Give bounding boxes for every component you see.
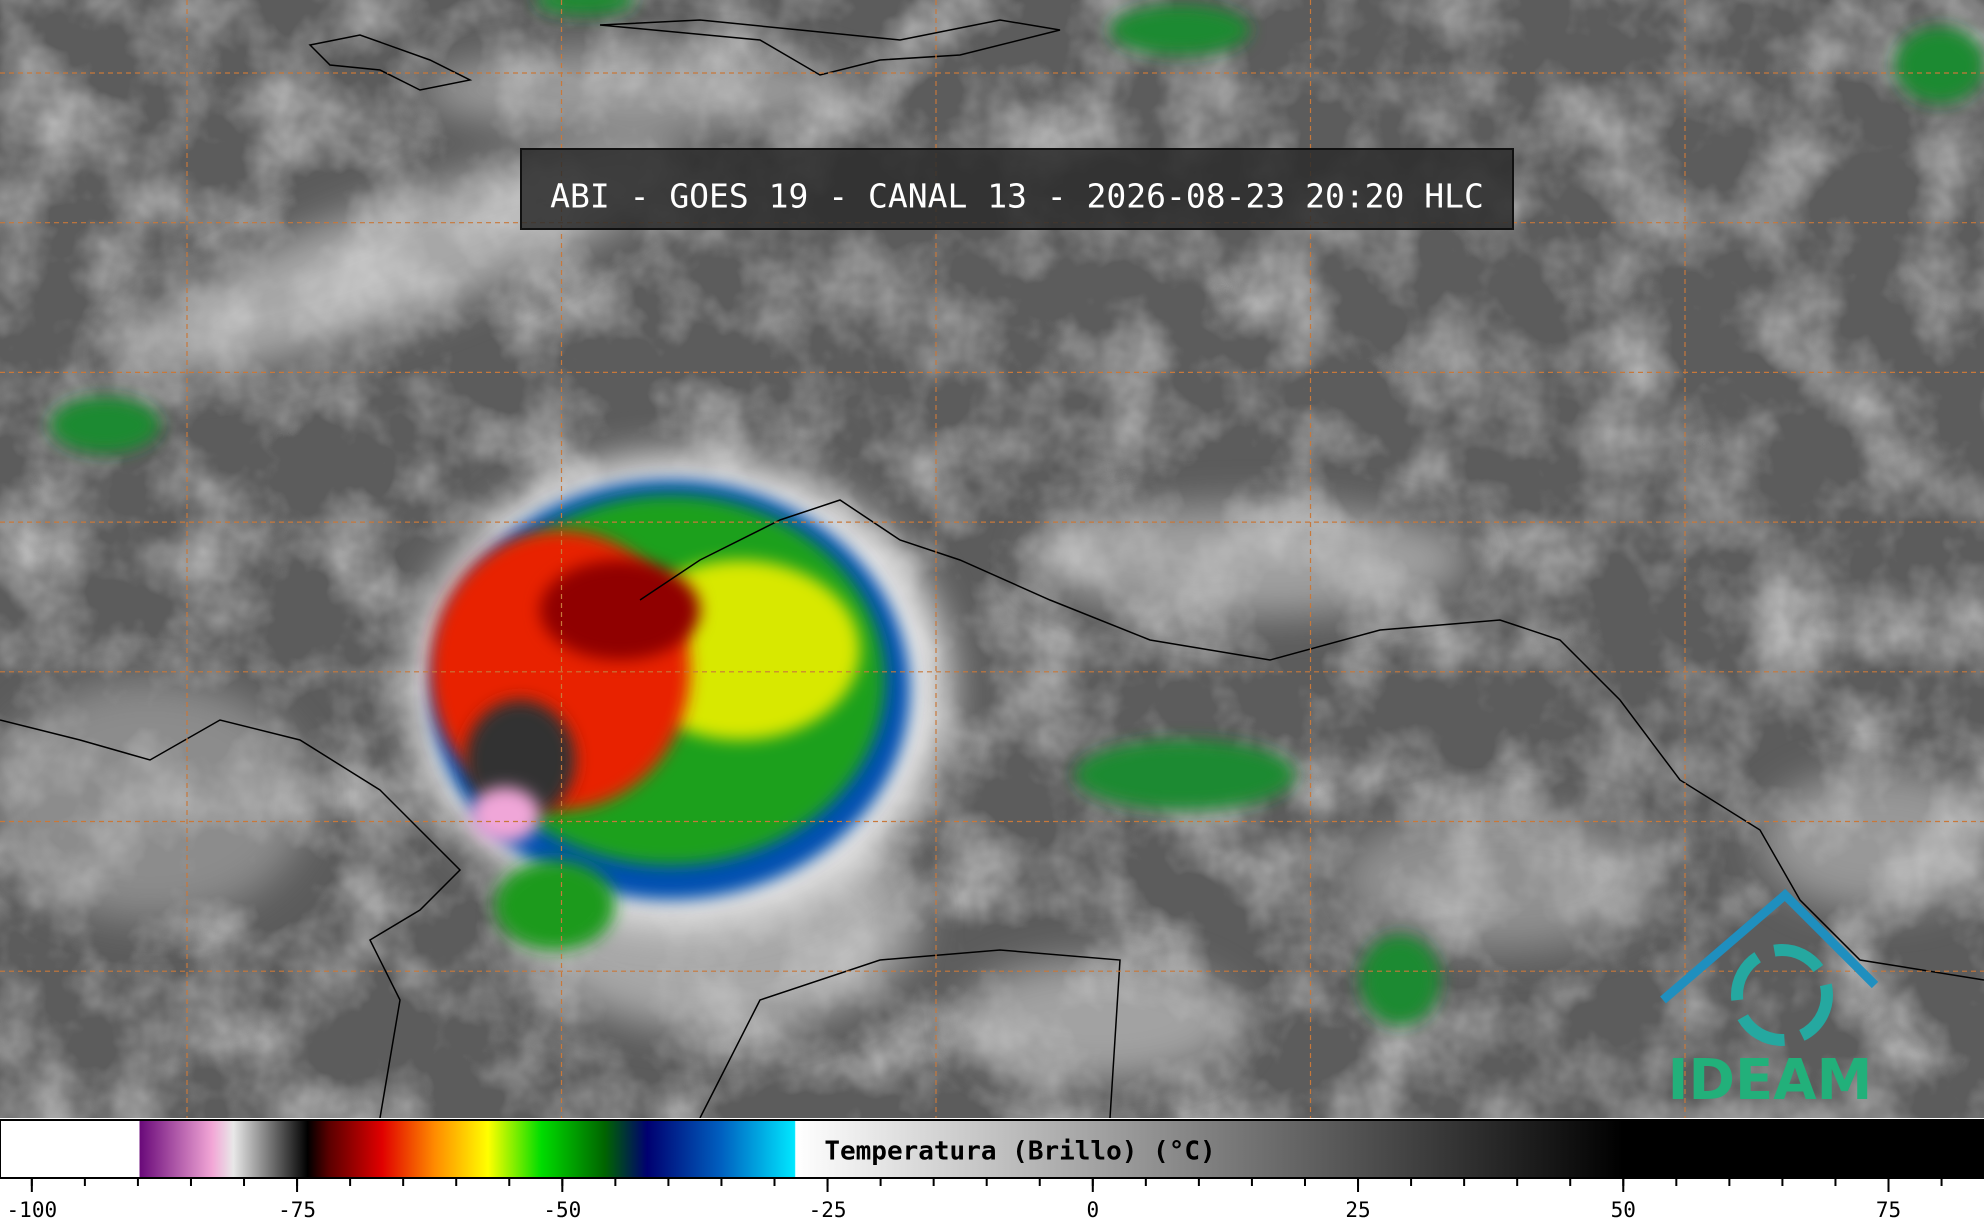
title-box bbox=[520, 148, 1514, 230]
map: IDEAM ABI - GOES 19 - CANAL 13 - 2026-08… bbox=[0, 0, 1984, 1118]
logo-swirl bbox=[1731, 944, 1833, 1046]
tick-label: 75 bbox=[1876, 1198, 1901, 1222]
logo-text: IDEAM bbox=[1668, 1048, 1873, 1113]
tick-label: -50 bbox=[543, 1198, 581, 1222]
storm-main bbox=[410, 455, 950, 950]
tick-label: -25 bbox=[809, 1198, 847, 1222]
colorbar-label: Temperatura (Brillo) (°C) bbox=[824, 1137, 1215, 1167]
coastlines bbox=[0, 19, 1984, 1118]
tick-label: 25 bbox=[1345, 1198, 1370, 1222]
logo-roof bbox=[1660, 888, 1879, 1004]
tick-label: 0 bbox=[1086, 1198, 1099, 1222]
storm-cells bbox=[50, 0, 1984, 1025]
logo: IDEAM bbox=[1660, 888, 1879, 1113]
tick-label: -100 bbox=[7, 1198, 58, 1222]
tick-label: -75 bbox=[278, 1198, 316, 1222]
tick-label: 50 bbox=[1611, 1198, 1636, 1222]
colorbar bbox=[0, 1119, 1984, 1179]
title: ABI - GOES 19 - CANAL 13 - 2026-08-23 20… bbox=[550, 177, 1484, 216]
